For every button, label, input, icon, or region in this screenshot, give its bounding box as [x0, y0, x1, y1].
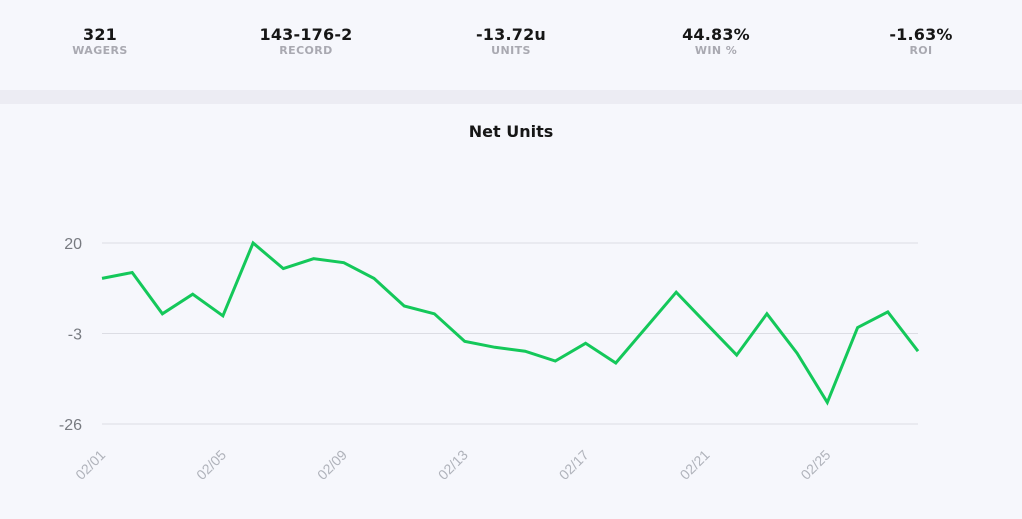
data-point[interactable] [763, 310, 771, 318]
x-tick-label: 02/25 [797, 447, 833, 483]
data-point[interactable] [884, 308, 892, 316]
section-divider [0, 90, 1022, 104]
stat-win-pct: 44.83% WIN % [636, 26, 796, 58]
data-point[interactable] [400, 302, 408, 310]
data-point[interactable] [340, 259, 348, 267]
chart-title: Net Units [468, 122, 554, 141]
stat-label: WAGERS [72, 44, 128, 57]
stat-label: UNITS [491, 44, 531, 57]
y-tick-label: 20 [64, 236, 82, 253]
y-tick-label: -26 [59, 417, 82, 434]
data-point[interactable] [793, 349, 801, 357]
stat-label: WIN % [694, 44, 738, 57]
x-tick-label: 02/01 [72, 447, 108, 483]
stat-roi: -1.63% ROI [841, 26, 1001, 58]
stat-wagers: 321 WAGERS [20, 26, 180, 58]
data-point[interactable] [370, 274, 378, 282]
data-point[interactable] [461, 337, 469, 345]
data-point[interactable] [702, 320, 710, 328]
stat-units: -13.72u UNITS [431, 26, 591, 58]
data-point[interactable] [249, 239, 257, 247]
data-point[interactable] [310, 255, 318, 263]
data-point[interactable] [672, 288, 680, 296]
data-point[interactable] [98, 274, 106, 282]
y-tick-label: -3 [68, 327, 82, 344]
x-tick-label: 02/09 [314, 447, 350, 483]
data-point[interactable] [914, 347, 922, 355]
x-tick-label: 02/21 [677, 447, 713, 483]
stat-label: RECORD [279, 44, 333, 57]
chart-panel: Net Units 20 -3 -26 02/01 02/05 02/09 02/13 02/… [0, 104, 1022, 519]
x-tick-label: 02/05 [193, 447, 229, 483]
x-tick-label: 02/17 [556, 447, 592, 483]
x-tick-label: 02/13 [435, 447, 471, 483]
data-point[interactable] [189, 290, 197, 298]
stat-value: 143-176-2 [259, 25, 353, 44]
net-units-chart: 20 -3 -26 02/01 02/05 02/09 02/13 02/17 02/21 02/… [59, 236, 922, 483]
data-point[interactable] [521, 347, 529, 355]
stat-label: ROI [909, 44, 933, 57]
data-point[interactable] [279, 265, 287, 273]
net-units-line [101, 240, 920, 406]
data-point[interactable] [491, 343, 499, 351]
data-point[interactable] [733, 351, 741, 359]
data-point[interactable] [551, 357, 559, 365]
data-point[interactable] [219, 312, 227, 320]
data-point[interactable] [582, 339, 590, 347]
stats-bar: 321 WAGERS 143-176-2 RECORD -13.72u UNIT… [0, 0, 1022, 90]
data-point[interactable] [430, 310, 438, 318]
data-point[interactable] [128, 269, 136, 277]
stat-value: 321 [83, 25, 117, 44]
data-point[interactable] [854, 324, 862, 332]
stat-value: -1.63% [889, 25, 953, 44]
data-point[interactable] [823, 398, 831, 406]
data-point[interactable] [612, 359, 620, 367]
data-point[interactable] [642, 324, 650, 332]
stat-record: 143-176-2 RECORD [226, 26, 386, 58]
stat-value: 44.83% [682, 25, 750, 44]
stat-value: -13.72u [475, 25, 547, 44]
data-point[interactable] [158, 310, 166, 318]
